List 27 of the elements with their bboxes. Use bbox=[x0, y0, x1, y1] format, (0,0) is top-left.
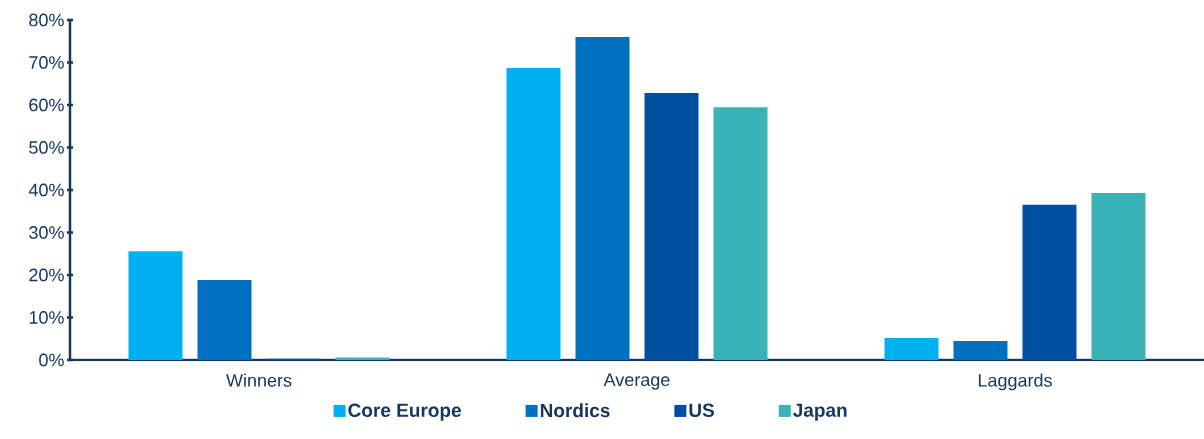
bar bbox=[644, 93, 699, 360]
bar bbox=[713, 107, 768, 360]
y-tick-label: 60% bbox=[29, 98, 64, 112]
x-tick-label: Average bbox=[603, 373, 670, 390]
y-tick-label: 10% bbox=[29, 311, 64, 324]
bar bbox=[197, 280, 252, 360]
legend-label: Japan bbox=[793, 403, 847, 421]
y-tick-label: 30% bbox=[29, 226, 64, 239]
bar bbox=[884, 337, 939, 360]
legend-label: US bbox=[689, 403, 714, 418]
bar bbox=[128, 251, 183, 360]
x-tick-label: Winners bbox=[226, 373, 292, 387]
bar bbox=[1091, 192, 1146, 360]
y-tick-label: 40% bbox=[28, 183, 64, 197]
y-tick-label: 0% bbox=[39, 353, 64, 367]
legend-label: Nordics bbox=[540, 403, 610, 418]
x-tick-label: Laggards bbox=[978, 373, 1052, 391]
bar bbox=[953, 340, 1008, 360]
legend-label: Core Europe bbox=[348, 403, 461, 421]
bar bbox=[506, 68, 561, 360]
bar bbox=[335, 357, 390, 360]
y-tick-label: 80% bbox=[29, 13, 64, 27]
bar bbox=[1022, 204, 1077, 360]
y-tick-label: 50% bbox=[29, 141, 64, 154]
y-tick-label: 20% bbox=[29, 268, 64, 282]
y-tick-label: 70% bbox=[29, 56, 64, 69]
bar bbox=[575, 37, 630, 360]
